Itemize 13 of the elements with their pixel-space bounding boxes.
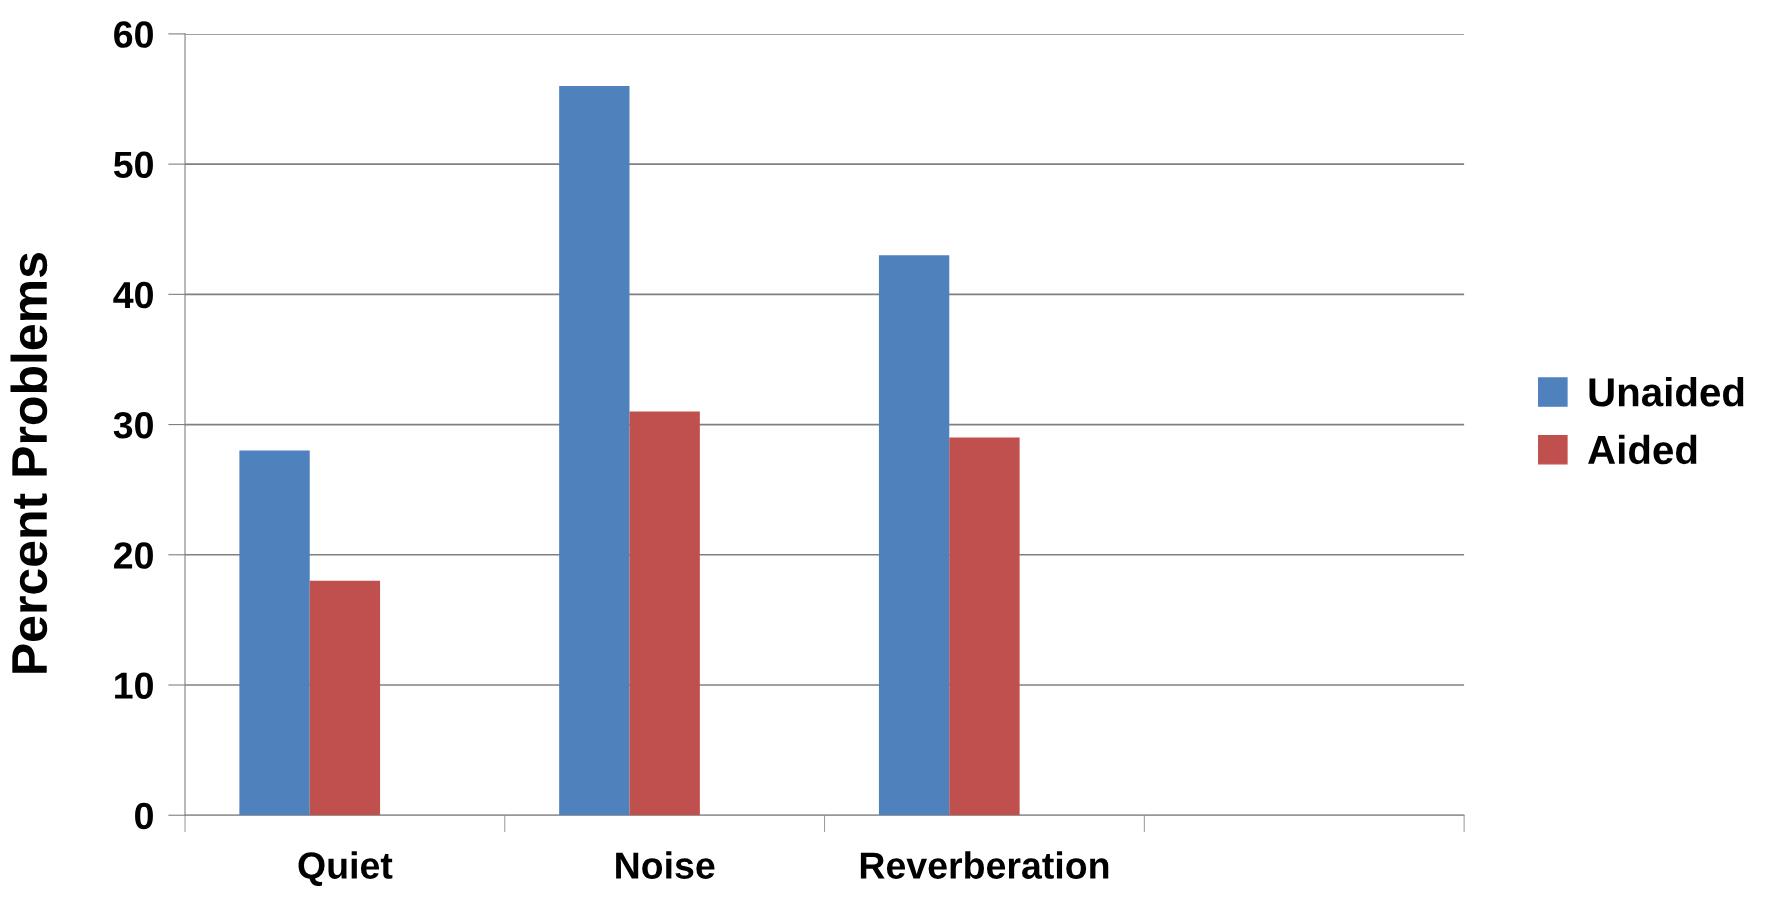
y-tick-label: 20 [114,542,153,569]
legend-label: Unaided [1589,376,1744,407]
legend-label: Aided [1588,434,1697,465]
x-tick-label: Reverberation [860,851,1109,879]
y-axis-title: Percent Problems [10,253,48,673]
y-tick-label: 10 [115,672,153,699]
x-tick-label: Quiet [298,851,393,886]
y-tick-label: 0 [135,802,153,830]
y-tick-label: 30 [113,411,153,439]
y-tick-label: 40 [113,281,153,309]
y-tick-label: 60 [114,21,153,48]
y-tick-label: 50 [113,151,153,179]
x-tick-label: Noise [616,851,715,879]
